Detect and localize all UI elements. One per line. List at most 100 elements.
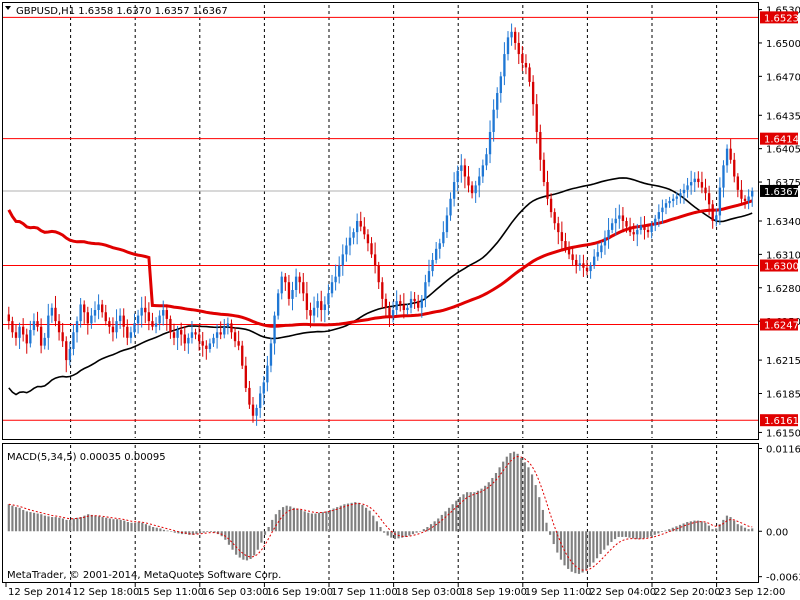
candle — [542, 152, 546, 187]
candle-body — [172, 332, 176, 338]
level-tag-text: 1.6161 — [764, 416, 799, 427]
candle-body — [406, 307, 409, 311]
candle — [294, 268, 298, 298]
macd-histogram-bar — [509, 453, 512, 532]
level-tag-bg — [760, 259, 798, 272]
candle — [334, 264, 337, 291]
candle-body — [259, 393, 262, 408]
candle-body — [183, 334, 186, 344]
macd-histogram-bar — [401, 531, 404, 538]
macd-histogram-bar — [433, 521, 436, 532]
macd-histogram-bar — [87, 514, 90, 532]
candle-body — [664, 203, 668, 208]
macd-histogram-bar — [170, 531, 173, 532]
candle — [413, 291, 416, 310]
level-price-tag: 1.6414 — [760, 132, 799, 146]
candle — [711, 200, 714, 229]
macd-histogram-bar — [650, 531, 653, 537]
candle — [546, 170, 549, 206]
candle — [251, 397, 255, 423]
macd-histogram-bar — [372, 515, 375, 532]
macd-histogram-bar — [47, 516, 50, 532]
candle — [449, 192, 452, 221]
candle-body — [255, 407, 258, 416]
macd-histogram-bar — [321, 512, 324, 532]
candle-body — [409, 298, 413, 308]
macd-histogram-bar — [440, 514, 443, 532]
macd-histogram-bar — [202, 531, 205, 533]
macd-histogram-bar — [552, 531, 555, 545]
macd-histogram-bar — [159, 528, 162, 532]
candle-body — [679, 193, 682, 197]
candle-body — [373, 254, 377, 266]
candle-body — [391, 310, 395, 316]
macd-histogram-bar — [195, 531, 198, 535]
candle-body — [485, 154, 488, 166]
candle — [122, 308, 125, 338]
candle — [424, 274, 427, 308]
macd-histogram-bar — [404, 531, 407, 537]
macd-histogram-bar — [484, 485, 487, 532]
macd-histogram-bar — [613, 531, 617, 540]
level-tag-text: 1.6300 — [764, 262, 799, 273]
macd-histogram-bar — [152, 527, 155, 532]
macd-histogram-bar — [361, 504, 364, 532]
candle-body — [104, 312, 107, 322]
candle — [244, 356, 247, 393]
candle — [600, 241, 603, 259]
candle — [359, 211, 362, 232]
macd-histogram-bar — [141, 522, 144, 532]
candle-body — [449, 198, 452, 216]
macd-histogram-bar — [747, 529, 750, 532]
candle-body — [517, 42, 520, 55]
macd-histogram-bar — [191, 531, 194, 535]
candle — [528, 63, 531, 87]
level-tag-bg — [760, 132, 798, 145]
macd-histogram-bar — [491, 477, 494, 532]
macd-histogram-bar — [307, 512, 310, 532]
candle — [115, 309, 118, 339]
candle-body — [689, 182, 693, 186]
macd-histogram-bar — [115, 519, 119, 532]
candle-body — [341, 254, 344, 266]
macd-histogram-bar — [657, 531, 660, 534]
macd-histogram-bar — [314, 513, 317, 532]
candle — [381, 277, 384, 309]
macd-histogram-bar — [621, 531, 624, 537]
candle — [90, 308, 93, 329]
candle — [456, 165, 459, 191]
macd-histogram-bar — [498, 467, 501, 532]
macd-histogram-bar — [256, 531, 259, 550]
candle — [567, 241, 571, 260]
macd-histogram-bar — [577, 531, 581, 574]
candle-body — [133, 323, 136, 333]
candle — [118, 308, 122, 329]
candle-body — [463, 165, 467, 177]
candle — [560, 221, 564, 250]
candle-body — [39, 326, 43, 346]
candle — [431, 253, 434, 277]
candle — [370, 237, 373, 258]
collapse-arrow-icon[interactable] — [5, 6, 11, 10]
candle — [104, 304, 107, 326]
candle — [729, 138, 732, 164]
macd-histogram-bar — [72, 518, 75, 532]
macd-histogram-bar — [437, 518, 440, 532]
candle-body — [223, 326, 226, 335]
macd-frame — [2, 443, 759, 583]
candle-body — [79, 304, 82, 322]
candle-body — [370, 243, 373, 255]
macd-histogram-bar — [570, 531, 573, 572]
candle — [585, 260, 589, 276]
macd-histogram-bar — [664, 530, 667, 532]
candle-body — [352, 232, 355, 238]
candle-body — [567, 248, 571, 255]
macd-histogram-bar — [61, 518, 65, 532]
candle — [75, 316, 79, 343]
macd-histogram-bar — [343, 504, 346, 532]
candle — [133, 313, 136, 337]
macd-histogram-bar — [516, 453, 519, 532]
candle — [571, 246, 574, 267]
candle-body — [72, 332, 75, 349]
macd-histogram-bar — [54, 517, 57, 532]
